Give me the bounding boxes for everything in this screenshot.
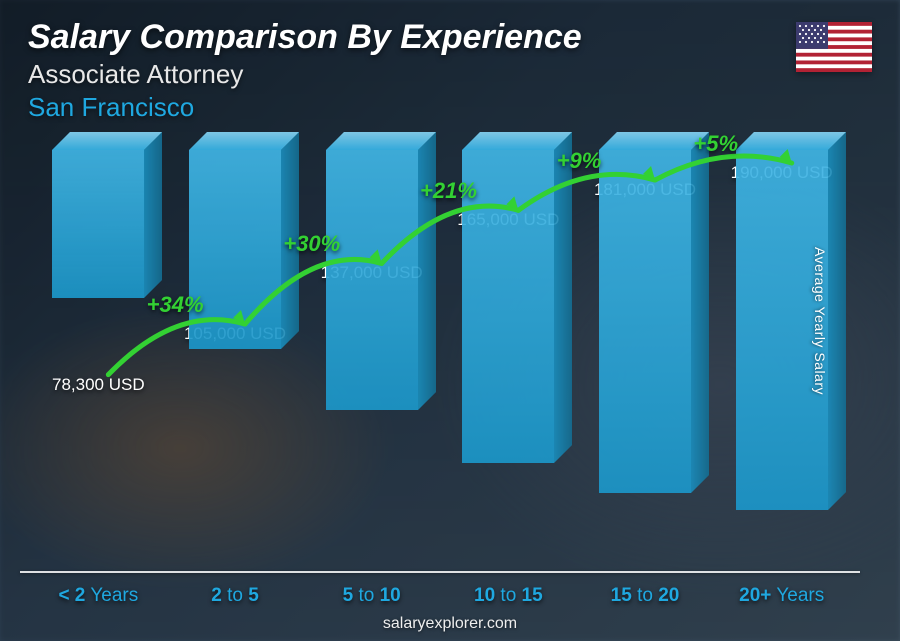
x-axis-label: 15 to 20 <box>577 585 714 607</box>
header: Salary Comparison By Experience Associat… <box>28 18 582 123</box>
x-axis-line <box>20 571 860 573</box>
x-axis-label: 2 to 5 <box>167 585 304 607</box>
delta-badge: +9% <box>557 148 602 174</box>
delta-badge: +21% <box>420 178 477 204</box>
x-axis-labels: < 2 Years2 to 55 to 1010 to 1515 to 2020… <box>30 585 850 607</box>
footer-credit: salaryexplorer.com <box>0 615 900 633</box>
chart-location: San Francisco <box>28 92 582 123</box>
x-axis-label: 20+ Years <box>713 585 850 607</box>
y-axis-label: Average Yearly Salary <box>812 247 828 395</box>
delta-badge: +5% <box>693 131 738 157</box>
delta-badge: +34% <box>147 292 204 318</box>
x-axis-label: 5 to 10 <box>303 585 440 607</box>
chart-subtitle: Associate Attorney <box>28 59 582 90</box>
delta-arc <box>30 150 850 571</box>
chart-title: Salary Comparison By Experience <box>28 18 582 57</box>
us-flag-icon <box>796 22 872 72</box>
bar-chart: 78,300 USD105,000 USD137,000 USD165,000 … <box>30 150 850 571</box>
x-axis-label: < 2 Years <box>30 585 167 607</box>
x-axis-label: 10 to 15 <box>440 585 577 607</box>
delta-badge: +30% <box>283 231 340 257</box>
